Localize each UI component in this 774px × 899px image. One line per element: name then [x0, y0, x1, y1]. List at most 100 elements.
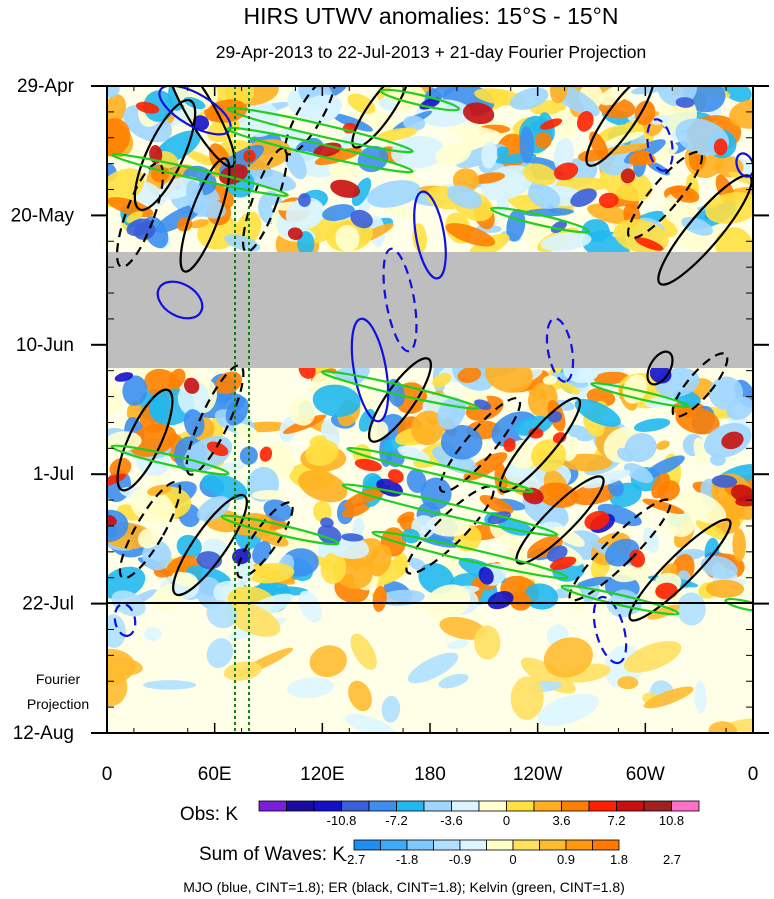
- contour-er: [568, 498, 672, 602]
- anomaly-cell: [206, 600, 238, 629]
- colorbar-swatch: [353, 839, 381, 851]
- anomaly-cell: [552, 109, 577, 138]
- obs-colorbar-label: Obs: K: [180, 804, 238, 825]
- colorbar-swatch: [565, 839, 593, 851]
- colorbar-tick-label: -10.8: [327, 813, 357, 828]
- colorbar-swatch: [459, 839, 487, 851]
- contour-er: [179, 157, 231, 273]
- anomaly-cell: [223, 661, 262, 681]
- anomaly-cell: [155, 203, 202, 233]
- x-tick-label: 180: [414, 764, 446, 785]
- colorbar-swatch: [380, 839, 408, 851]
- anomaly-cell: [438, 673, 469, 689]
- contour-kelvin: [320, 370, 480, 410]
- anomaly-cell: [335, 224, 360, 252]
- anomaly-cell: [624, 432, 657, 463]
- anomaly-cell: [570, 188, 597, 207]
- anomaly-cell: [107, 566, 146, 600]
- anomaly-cell: [343, 484, 391, 508]
- colorbar-swatch: [533, 800, 562, 812]
- anomaly-cell: [669, 185, 700, 203]
- anomaly-cell: [107, 385, 123, 414]
- anomaly-cell: [657, 480, 680, 502]
- colorbar-swatch: [616, 800, 645, 812]
- anomaly-cell: [251, 490, 285, 500]
- anomaly-cell: [400, 137, 419, 152]
- anomaly-cell: [555, 380, 580, 395]
- contour-er: [585, 86, 655, 167]
- anomaly-cell: [376, 127, 418, 142]
- anomaly-cell: [207, 117, 240, 143]
- anomaly-cell: [274, 586, 309, 596]
- anomaly-cell: [147, 484, 172, 496]
- anomaly-cell: [381, 695, 401, 723]
- anomaly-cell: [694, 680, 707, 714]
- colorbar-swatch: [368, 800, 397, 812]
- chart-subtitle: 29-Apr-2013 to 22-Jul-2013 + 21-day Four…: [216, 42, 646, 62]
- anomaly-cell: [672, 237, 726, 255]
- contour-mjo: [646, 118, 674, 172]
- anomaly-cell: [407, 652, 459, 684]
- colorbar-tick-label: -0.9: [449, 852, 471, 867]
- anomaly-cell: [732, 528, 746, 562]
- anomaly-cell: [606, 596, 632, 618]
- anomaly-cell: [617, 676, 639, 690]
- colorbar-tick-label: 1.8: [610, 852, 628, 867]
- anomaly-cell: [197, 495, 231, 522]
- anomaly-cell: [440, 424, 483, 460]
- anomaly-cell: [540, 118, 563, 130]
- anomaly-cell: [634, 237, 664, 251]
- contour-er: [284, 86, 336, 156]
- anomaly-cell: [679, 491, 727, 524]
- anomaly-cell: [354, 458, 382, 472]
- anomaly-cell: [246, 562, 295, 584]
- colorbar-swatch: [539, 839, 567, 851]
- anomaly-cell: [474, 625, 501, 660]
- anomaly-cell: [378, 589, 425, 606]
- anomaly-cell: [481, 141, 498, 169]
- anomaly-cell: [599, 86, 631, 106]
- contour-kelvin: [341, 483, 559, 537]
- anomaly-cell: [345, 713, 395, 733]
- anomaly-cell: [341, 533, 364, 542]
- anomaly-cell: [183, 377, 200, 394]
- anomaly-cell: [726, 396, 753, 420]
- contour-kelvin: [226, 126, 414, 174]
- anomaly-cell: [549, 86, 569, 104]
- contour-er: [118, 480, 182, 580]
- anomaly-cell: [168, 368, 186, 389]
- anomaly-cell: [642, 498, 685, 514]
- anomaly-cell: [721, 431, 744, 450]
- contour-kelvin: [226, 106, 414, 154]
- anomaly-cell: [553, 162, 579, 181]
- anomaly-cell: [232, 548, 251, 565]
- plot-area: [106, 85, 754, 734]
- contour-er: [351, 86, 409, 149]
- anomaly-cell: [287, 677, 334, 699]
- anomaly-cell: [201, 473, 248, 501]
- anomaly-cell: [520, 657, 576, 694]
- anomaly-cell: [189, 219, 209, 229]
- anomaly-cell: [463, 102, 495, 125]
- anomaly-cell: [649, 364, 672, 384]
- anomaly-cell: [457, 366, 482, 384]
- anomaly-cell: [574, 398, 621, 427]
- anomaly-cell: [527, 535, 564, 559]
- anomaly-cell: [644, 455, 685, 479]
- anomaly-cell: [144, 627, 162, 641]
- colorbar-swatch: [396, 800, 425, 812]
- anomaly-cell: [107, 118, 131, 157]
- colorbar-tick-label: 10.8: [659, 813, 684, 828]
- anomaly-cell: [298, 470, 348, 503]
- anomaly-cell: [628, 150, 651, 167]
- contour-er: [646, 350, 674, 386]
- anomaly-cell: [597, 503, 642, 527]
- waves-colorbar-label: Sum of Waves: K: [199, 844, 345, 865]
- anomaly-cell: [472, 172, 506, 184]
- anomaly-cell: [642, 527, 659, 553]
- projection-label-line-2: Projection: [27, 696, 89, 712]
- colorbar-swatch: [478, 800, 507, 812]
- anomaly-cell: [577, 576, 612, 588]
- anomaly-cell: [705, 579, 745, 598]
- projection-label-line-1: Fourier: [36, 671, 81, 687]
